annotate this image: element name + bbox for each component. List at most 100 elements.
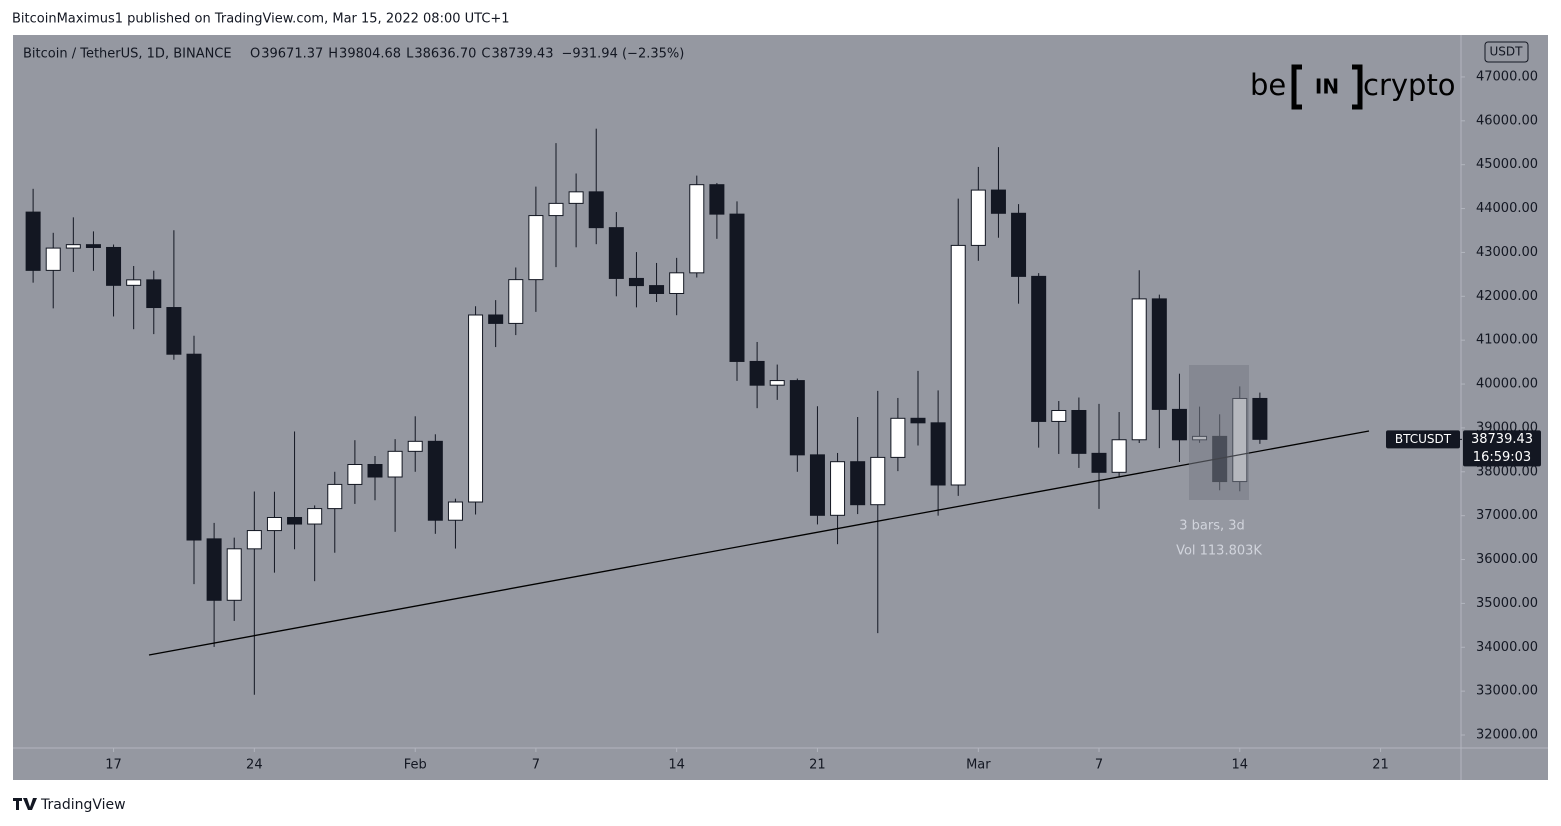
candle-body [488, 314, 504, 324]
currency-box [1484, 41, 1529, 63]
y-tick-label: 43000.00 [1476, 245, 1538, 260]
candle-body [870, 456, 886, 506]
candle-body [628, 277, 644, 287]
candle-body [106, 246, 122, 286]
chart-background [13, 35, 1548, 780]
y-tick-label: 45000.00 [1476, 157, 1538, 172]
candle-body [45, 247, 61, 271]
candle-body [1031, 275, 1047, 422]
legend-value: 38739.43 [491, 47, 553, 62]
symbol-tag-label: BTCUSDT [1395, 432, 1452, 446]
candle-body [85, 244, 101, 248]
candle-body [890, 417, 906, 458]
candle-body [1252, 397, 1268, 440]
legend-change: −931.94 (−2.35%) [561, 47, 684, 62]
y-tick-label: 44000.00 [1476, 201, 1538, 216]
legend-key: O [250, 47, 260, 62]
candle-body [367, 464, 383, 478]
candle-body [468, 314, 484, 503]
candle-body [347, 464, 363, 485]
candle-body [1091, 452, 1107, 473]
candle-body [206, 538, 222, 601]
symbol-tag [1386, 430, 1460, 449]
y-tick-label: 35000.00 [1476, 596, 1538, 611]
legend-key: L [406, 47, 414, 62]
candle-body [850, 461, 866, 506]
y-tick-label: 40000.00 [1476, 377, 1538, 392]
candle-body [387, 450, 403, 478]
x-tick-label: 21 [809, 758, 826, 773]
candle-body [930, 422, 946, 486]
footer: TradingView [13, 797, 126, 813]
candle-body [226, 548, 242, 601]
candle-body [709, 184, 725, 215]
x-tick-label: 14 [668, 758, 685, 773]
candle-body [649, 285, 665, 294]
y-tick-label: 32000.00 [1476, 728, 1538, 743]
candle-body [689, 184, 705, 274]
candle-body [809, 454, 825, 516]
candle-body [1131, 298, 1147, 441]
logo-brackets [1291, 64, 1363, 110]
y-tick-label: 36000.00 [1476, 552, 1538, 567]
logo-mark: IN [1315, 75, 1339, 99]
y-tick-label: 37000.00 [1476, 508, 1538, 523]
publisher-line: BitcoinMaximus1 published on TradingView… [12, 12, 510, 27]
candle-body [749, 360, 765, 386]
price-tag [1463, 430, 1541, 467]
x-tick-label: Mar [966, 758, 991, 773]
candle-body [126, 279, 142, 286]
x-tick-label: 21 [1372, 758, 1389, 773]
candle-body [1071, 409, 1087, 454]
price-tag-value: 38739.43 [1471, 432, 1533, 447]
candle-body [447, 501, 463, 521]
legend-value: 39671.37 [261, 47, 323, 62]
currency-label: USDT [1490, 45, 1524, 59]
candle-body [186, 353, 202, 541]
candle-body [1011, 212, 1027, 277]
candle-body [568, 191, 584, 204]
measure-box [1189, 365, 1249, 500]
candle-body [830, 461, 846, 516]
measure-bars: 3 bars, 3d [1179, 519, 1245, 534]
legend-key: C [481, 47, 490, 62]
y-tick-label: 41000.00 [1476, 333, 1538, 348]
candle-body [508, 279, 524, 324]
y-tick-label: 33000.00 [1476, 684, 1538, 699]
candle-body [427, 440, 443, 521]
candle-body [1151, 298, 1167, 410]
x-tick-label: 17 [105, 758, 122, 773]
trend-line [148, 430, 1370, 656]
candle-body [25, 211, 41, 271]
x-tick-label: 14 [1232, 758, 1249, 773]
candle-body [548, 202, 564, 217]
candle-body [588, 191, 604, 229]
candle-body [65, 244, 81, 249]
candle-body [910, 417, 926, 424]
candle-body [1051, 409, 1067, 422]
logo-prefix: be [1250, 68, 1286, 102]
logo-suffix: crypto [1363, 68, 1456, 102]
plot-area [25, 128, 1268, 695]
x-tick-label: 7 [1095, 758, 1103, 773]
logo: be IN crypto [1250, 64, 1456, 110]
y-tick-label: 34000.00 [1476, 640, 1538, 655]
candle-body [1171, 408, 1187, 441]
candle-body [990, 189, 1006, 214]
y-tick-label: 38000.00 [1476, 464, 1538, 479]
candle-body [266, 516, 282, 532]
candle-body [528, 215, 544, 281]
legend-value: 39804.68 [339, 47, 401, 62]
y-tick-label: 42000.00 [1476, 289, 1538, 304]
candle-body [146, 279, 162, 309]
y-tick-label: 47000.00 [1476, 69, 1538, 84]
candle-body [950, 244, 966, 486]
footer-logo-icon [13, 798, 37, 810]
candle-body [789, 380, 805, 456]
candle-body [608, 227, 624, 279]
legend-value: 38636.70 [414, 47, 476, 62]
candle-body [407, 440, 423, 452]
candle-body [246, 530, 262, 550]
candle-body [669, 272, 685, 294]
candle-body [166, 307, 182, 355]
